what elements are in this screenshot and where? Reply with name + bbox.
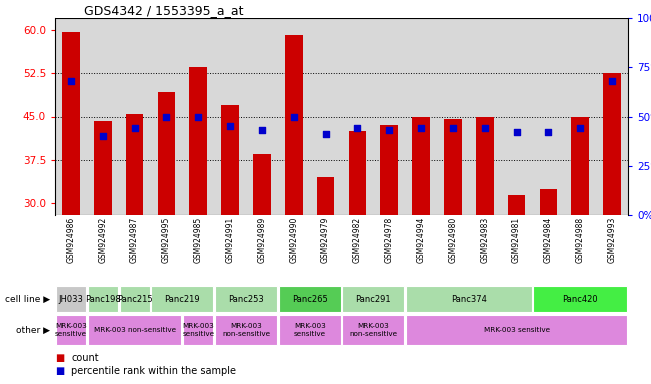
Text: count: count <box>71 353 99 363</box>
Text: Panc265: Panc265 <box>292 295 327 303</box>
Bar <box>501 18 533 215</box>
Point <box>98 133 108 139</box>
Bar <box>406 315 627 345</box>
Point <box>512 129 522 135</box>
Text: MRK-003
sensitive: MRK-003 sensitive <box>294 323 326 336</box>
Bar <box>342 315 404 345</box>
Bar <box>88 286 118 312</box>
Text: MRK-003
sensitive: MRK-003 sensitive <box>55 323 87 336</box>
Text: MRK-003
non-sensitive: MRK-003 non-sensitive <box>350 323 397 336</box>
Text: percentile rank within the sample: percentile rank within the sample <box>71 366 236 376</box>
Point <box>193 113 204 119</box>
Bar <box>317 177 335 215</box>
Bar <box>94 121 111 215</box>
Bar <box>278 18 310 215</box>
Point <box>130 125 140 131</box>
Bar <box>189 67 207 215</box>
Bar <box>596 18 628 215</box>
Text: Panc420: Panc420 <box>562 295 598 303</box>
Point <box>256 127 267 133</box>
Bar <box>214 18 246 215</box>
Bar <box>215 286 277 312</box>
Point <box>384 127 395 133</box>
Bar <box>310 18 342 215</box>
Text: other ▶: other ▶ <box>16 326 50 334</box>
Text: MRK-003
sensitive: MRK-003 sensitive <box>182 323 214 336</box>
Bar <box>533 18 564 215</box>
Text: GDS4342 / 1553395_a_at: GDS4342 / 1553395_a_at <box>83 4 243 17</box>
Bar <box>62 33 79 215</box>
Bar <box>508 195 525 215</box>
Bar <box>118 18 150 215</box>
Bar <box>533 286 627 312</box>
Bar <box>150 18 182 215</box>
Bar <box>87 18 118 215</box>
Bar <box>55 18 87 215</box>
Point <box>320 131 331 137</box>
Bar <box>215 315 277 345</box>
Bar <box>469 18 501 215</box>
Point <box>352 125 363 131</box>
Bar <box>56 315 86 345</box>
Bar <box>253 154 271 215</box>
Text: Panc198: Panc198 <box>85 295 120 303</box>
Bar <box>342 18 373 215</box>
Text: Panc253: Panc253 <box>228 295 264 303</box>
Bar <box>158 92 175 215</box>
Bar <box>349 131 366 215</box>
Bar <box>540 189 557 215</box>
Point <box>607 78 617 84</box>
Bar <box>412 116 430 215</box>
Text: MRK-003
non-sensitive: MRK-003 non-sensitive <box>222 323 270 336</box>
Text: MRK-003 sensitive: MRK-003 sensitive <box>484 327 549 333</box>
Bar <box>88 315 182 345</box>
Bar <box>126 114 143 215</box>
Text: ■: ■ <box>55 366 64 376</box>
Bar <box>342 286 404 312</box>
Point <box>225 123 235 129</box>
Bar <box>405 18 437 215</box>
Bar <box>603 73 621 215</box>
Text: ■: ■ <box>55 353 64 363</box>
Bar <box>564 18 596 215</box>
Point <box>288 113 299 119</box>
Bar <box>476 116 493 215</box>
Text: Panc291: Panc291 <box>355 295 391 303</box>
Point <box>575 125 585 131</box>
Text: MRK-003 non-sensitive: MRK-003 non-sensitive <box>94 327 176 333</box>
Bar <box>152 286 214 312</box>
Bar <box>182 18 214 215</box>
Point <box>543 129 553 135</box>
Bar <box>221 105 239 215</box>
Text: JH033: JH033 <box>59 295 83 303</box>
Bar <box>572 116 589 215</box>
Point <box>448 125 458 131</box>
Bar <box>285 35 303 215</box>
Bar <box>184 315 214 345</box>
Bar <box>406 286 532 312</box>
Bar <box>279 315 340 345</box>
Text: Panc219: Panc219 <box>165 295 200 303</box>
Text: Panc374: Panc374 <box>451 295 487 303</box>
Bar <box>120 286 150 312</box>
Bar <box>437 18 469 215</box>
Bar <box>56 286 86 312</box>
Bar <box>279 286 340 312</box>
Point <box>480 125 490 131</box>
Text: cell line ▶: cell line ▶ <box>5 295 50 303</box>
Bar <box>444 119 462 215</box>
Bar <box>380 125 398 215</box>
Point <box>66 78 76 84</box>
Bar <box>373 18 405 215</box>
Bar <box>246 18 278 215</box>
Text: Panc215: Panc215 <box>117 295 152 303</box>
Point <box>161 113 172 119</box>
Point <box>416 125 426 131</box>
